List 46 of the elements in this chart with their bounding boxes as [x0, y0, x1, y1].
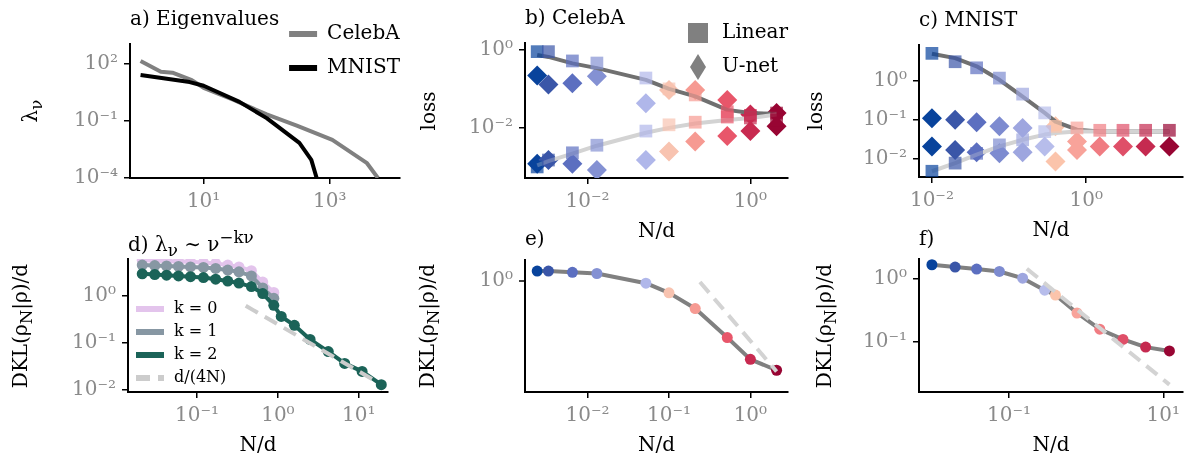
- legend-label: k = 1: [174, 321, 218, 341]
- y-tick-label: 10⁰: [873, 265, 907, 290]
- legend-label: k = 0: [174, 298, 218, 318]
- x-tick-label: 10⁻²: [565, 402, 610, 427]
- y-tick-label: 10⁰: [873, 66, 907, 91]
- x-tick-label: 10⁻²: [565, 188, 610, 213]
- chart-title: a) Eigenvalues: [130, 6, 280, 30]
- chart-title: b) CelebA: [525, 5, 625, 29]
- y-tick-label: 10²: [84, 50, 118, 75]
- chart-title: d) λ$_{ν}$ ∼ ν$^{−kν}$: [128, 227, 254, 262]
- x-axis-title: N/d: [637, 432, 676, 456]
- x-tick-label: 10³: [313, 188, 347, 213]
- y-tick-label: 10⁻¹: [73, 107, 118, 132]
- x-tick-label: 10⁰: [733, 188, 768, 213]
- legend-label: CelebA: [327, 20, 401, 45]
- y-axis-title: loss: [803, 91, 827, 131]
- x-tick-label: 10¹: [186, 188, 221, 213]
- legend-label: MNIST: [327, 54, 401, 79]
- text: Linear: [722, 19, 789, 44]
- x-tick-label: 10⁰: [261, 402, 295, 427]
- chart-title: c) MNIST: [919, 7, 1018, 31]
- x-tick-label: 10⁻¹: [646, 402, 692, 427]
- y-axis-title: loss: [416, 91, 440, 130]
- x-axis-title: N/d: [1032, 217, 1070, 241]
- y-tick-label: 10⁻²: [862, 145, 907, 170]
- legend-label: d/(4N): [174, 367, 227, 387]
- x-tick-label: 10⁻²: [909, 187, 954, 212]
- y-tick-label: 10⁻¹: [71, 329, 116, 354]
- x-axis-title: N/d: [239, 432, 277, 456]
- legend-label: k = 2: [174, 344, 218, 364]
- y-tick-label: 10⁻²: [71, 376, 116, 401]
- series-label: U-net: [722, 53, 779, 78]
- x-tick-label: 10⁻¹: [987, 402, 1032, 427]
- x-tick-label: 10⁰: [1069, 187, 1103, 212]
- chart-title: f): [919, 226, 935, 250]
- y-tick-label: 10⁻¹: [862, 328, 907, 353]
- x-tick-label: 10¹: [342, 402, 376, 427]
- x-tick-label: 10¹: [1146, 402, 1181, 427]
- x-axis-title: N/d: [637, 218, 676, 242]
- y-tick-label: 10⁰: [82, 282, 116, 307]
- y-tick-label: 10⁻¹: [862, 105, 907, 130]
- y-tick-label: 10⁻⁴: [73, 164, 118, 189]
- chart-title: e): [525, 226, 545, 250]
- x-tick-label: 10⁰: [733, 402, 768, 427]
- x-tick-label: 10⁻¹: [175, 402, 220, 427]
- x-axis-title: N/d: [1032, 432, 1070, 456]
